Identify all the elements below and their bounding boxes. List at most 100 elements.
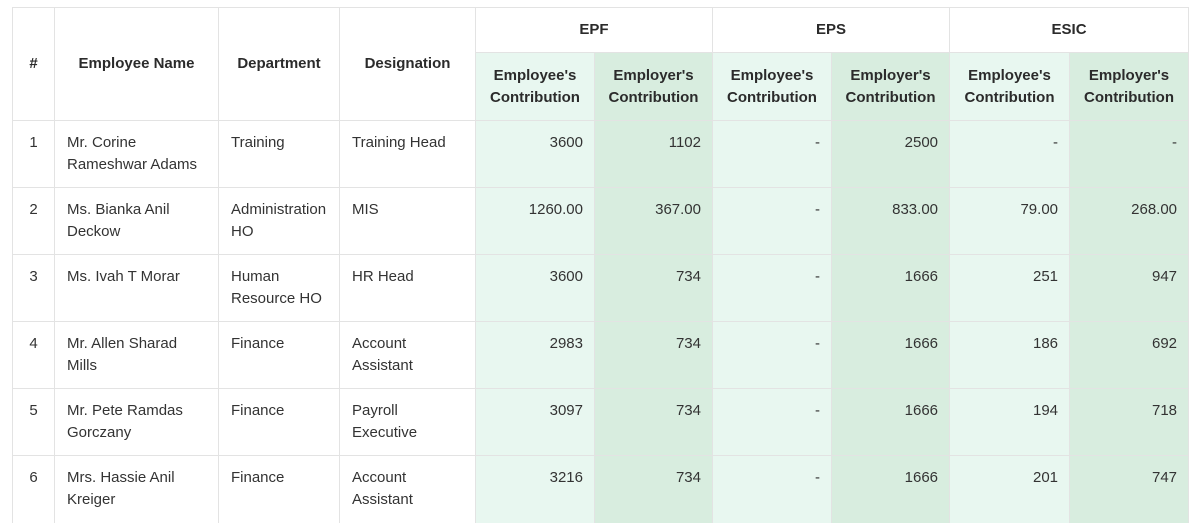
header-index: # (12, 7, 55, 121)
header-eps-employee-contribution: Employee's Contribution (712, 52, 832, 121)
cell-designation: Payroll Executive (339, 388, 476, 456)
cell-department: Human Resource HO (218, 254, 340, 322)
cell-designation-line: HR Head (352, 268, 414, 285)
cell-designation: Training Head (339, 120, 476, 188)
header-label-line: Employee's (968, 66, 1051, 84)
header-label-line: Employee's (493, 66, 577, 84)
header-label-line: Contribution (727, 88, 817, 106)
cell-employee-name-line: Mrs. Hassie Anil (67, 469, 175, 486)
header-label-line: Contribution (964, 88, 1055, 106)
table-row: 3 Ms. Ivah T Morar Human Resource HO HR Head… (12, 254, 1190, 322)
cell-department-line: Human (231, 268, 280, 285)
cell-eps-employee: - (712, 187, 832, 255)
header-label-line: Contribution (490, 88, 580, 106)
cell-department-line: Administration (231, 201, 327, 218)
cell-department: Administration HO (218, 187, 340, 255)
contributions-table: # Employee Name Department Designation E… (12, 7, 1190, 523)
cell-eps-employer: 1666 (830, 388, 951, 456)
contributions-table-wrapper: # Employee Name Department Designation E… (12, 7, 1190, 523)
cell-designation: Account Assistant (339, 455, 476, 523)
cell-esic-employee: 186 (949, 321, 1071, 389)
cell-esic-employee: 79.00 (949, 187, 1071, 255)
table-header: # Employee Name Department Designation E… (12, 7, 1190, 121)
cell-designation-line: Account (352, 469, 407, 486)
cell-epf-employer: 734 (594, 388, 713, 456)
cell-esic-employee: 251 (949, 254, 1071, 322)
table-row: 4 Mr. Allen Sharad Mills Finance Account Assi… (12, 321, 1190, 389)
cell-employee-name-line: Gorczany (67, 424, 132, 441)
cell-employee-name-line: Mr. Corine (67, 134, 137, 151)
cell-employee-name: Mr. Corine Rameshwar Adams (54, 120, 219, 188)
cell-epf-employer: 734 (594, 455, 713, 523)
header-label-line: Employer's (613, 66, 694, 84)
cell-department: Finance (218, 321, 340, 389)
header-designation: Designation (339, 7, 476, 121)
cell-index: 4 (12, 321, 55, 389)
header-label-line: Employer's (850, 66, 931, 84)
header-esic-employer-contribution: Employer's Contribution (1069, 52, 1190, 121)
header-employee-name: Employee Name (54, 7, 219, 121)
cell-employee-name: Mrs. Hassie Anil Kreiger (54, 455, 219, 523)
cell-eps-employee: - (712, 388, 832, 456)
cell-designation-line: Account (352, 335, 407, 352)
cell-esic-employer: 747 (1069, 455, 1190, 523)
header-group-eps: EPS (711, 7, 951, 53)
header-label-line: Contribution (1084, 88, 1175, 106)
cell-index: 2 (12, 187, 55, 255)
cell-eps-employer: 833.00 (830, 187, 951, 255)
cell-designation: MIS (339, 187, 476, 255)
cell-eps-employer: 1666 (830, 455, 951, 523)
cell-eps-employee: - (712, 120, 832, 188)
cell-eps-employer: 1666 (830, 254, 951, 322)
cell-esic-employer: 692 (1069, 321, 1190, 389)
cell-designation-line: Assistant (352, 357, 413, 374)
table-row: 2 Ms. Bianka Anil Deckow Administration HO MI… (12, 187, 1190, 255)
cell-designation-line: Payroll (352, 402, 398, 419)
table-row: 1 Mr. Corine Rameshwar Adams Training Traini… (12, 120, 1190, 188)
cell-designation: HR Head (339, 254, 476, 322)
cell-esic-employee: 201 (949, 455, 1071, 523)
cell-department: Training (218, 120, 340, 188)
cell-esic-employer: 718 (1069, 388, 1190, 456)
cell-eps-employee: - (712, 455, 832, 523)
header-group-esic: ESIC (949, 7, 1190, 53)
cell-epf-employee: 3097 (475, 388, 595, 456)
cell-employee-name-line: Ms. Bianka Anil (67, 201, 170, 218)
cell-department: Finance (218, 388, 340, 456)
cell-index: 6 (12, 455, 55, 523)
header-group-row: # Employee Name Department Designation E… (12, 7, 1190, 121)
cell-employee-name-line: Mills (67, 357, 97, 374)
cell-department-line: Resource HO (231, 290, 322, 307)
cell-employee-name-line: Ms. Ivah T Morar (67, 268, 180, 285)
cell-epf-employee: 3216 (475, 455, 595, 523)
cell-department-line: Finance (231, 469, 285, 486)
cell-employee-name-line: Mr. Pete Ramdas (67, 402, 183, 419)
cell-department-line: Training (231, 134, 285, 151)
cell-eps-employee: - (712, 321, 832, 389)
cell-epf-employee: 1260.00 (475, 187, 595, 255)
cell-eps-employee: - (712, 254, 832, 322)
cell-epf-employee: 3600 (475, 254, 595, 322)
cell-employee-name: Ms. Ivah T Morar (54, 254, 219, 322)
cell-index: 1 (12, 120, 55, 188)
cell-eps-employer: 2500 (830, 120, 951, 188)
header-label-line: Contribution (608, 88, 699, 106)
cell-designation-line: Executive (352, 424, 418, 441)
header-esic-employee-contribution: Employee's Contribution (949, 52, 1071, 121)
cell-employee-name-line: Rameshwar Adams (67, 156, 198, 173)
header-label-line: Contribution (845, 88, 936, 106)
cell-designation-line: Assistant (352, 491, 413, 508)
cell-esic-employer: 268.00 (1069, 187, 1190, 255)
cell-designation-line: Training Head (352, 134, 446, 151)
cell-esic-employer: 947 (1069, 254, 1190, 322)
cell-epf-employer: 367.00 (594, 187, 713, 255)
cell-esic-employee: - (949, 120, 1071, 188)
cell-employee-name: Mr. Allen Sharad Mills (54, 321, 219, 389)
header-label-line: Employer's (1088, 66, 1170, 84)
cell-epf-employee: 3600 (475, 120, 595, 188)
table-body: 1 Mr. Corine Rameshwar Adams Training Traini… (12, 120, 1190, 523)
cell-index: 5 (12, 388, 55, 456)
cell-epf-employer: 734 (594, 254, 713, 322)
header-department: Department (218, 7, 340, 121)
cell-epf-employer: 734 (594, 321, 713, 389)
